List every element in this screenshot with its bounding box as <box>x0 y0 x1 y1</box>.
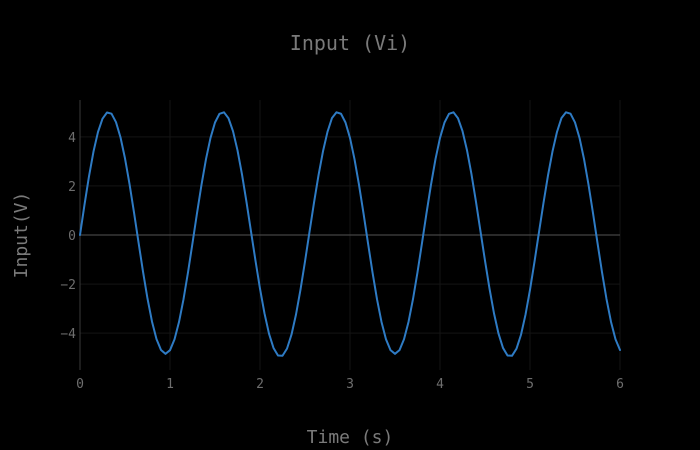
tick-layer: 0 1 2 3 4 5 6 −4 −2 0 2 4 <box>60 131 624 392</box>
chart-title: Input (Vi) <box>290 31 410 55</box>
x-tick-label: 2 <box>256 377 264 392</box>
x-tick-label: 3 <box>346 377 354 392</box>
x-tick-label: 6 <box>616 377 624 392</box>
x-tick-label: 0 <box>76 377 84 392</box>
series-layer <box>79 111 621 357</box>
x-tick-label: 4 <box>436 377 444 392</box>
y-tick-label: 4 <box>68 131 76 146</box>
x-tick-label: 1 <box>166 377 174 392</box>
x-tick-label: 5 <box>526 377 534 392</box>
y-tick-label: 0 <box>68 229 76 244</box>
x-axis-title: Time (s) <box>307 427 394 448</box>
series-line <box>79 111 621 357</box>
y-tick-label: −2 <box>60 278 76 293</box>
y-tick-label: 2 <box>68 180 76 195</box>
y-axis-title: Input(V) <box>11 192 32 279</box>
y-tick-label: −4 <box>60 327 76 342</box>
